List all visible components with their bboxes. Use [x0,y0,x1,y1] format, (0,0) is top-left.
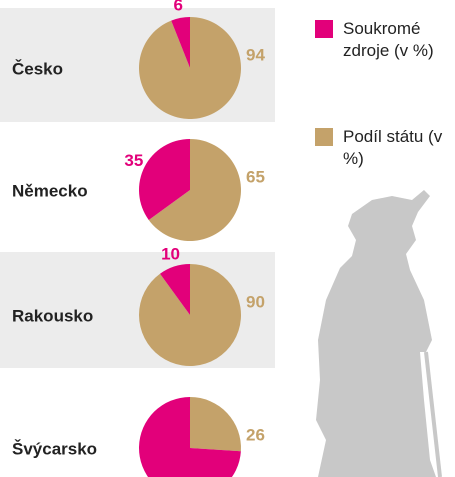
legend-item: Soukromé zdroje (v %) [315,18,445,62]
pie-slice [139,397,241,477]
category-label: Německo [12,181,88,200]
category-label: Česko [12,59,63,78]
pie-slice [160,264,190,315]
pie-slice [148,139,241,241]
legend-label: Podíl státu (v %) [343,127,443,168]
value-label: 6 [173,0,182,15]
category-label: Švýcarsko [12,439,97,458]
value-label: 65 [246,167,265,186]
category-label: Rakousko [12,306,93,325]
value-label: 90 [246,292,265,311]
pie-slice [190,397,241,452]
pie-slice [139,17,242,120]
pie-slice [139,264,242,366]
legend-swatch [315,20,333,38]
value-label: 35 [124,151,143,170]
cane [424,351,442,477]
legend-swatch [315,128,333,146]
value-label: 10 [161,245,180,264]
pie-slice [138,139,190,220]
pie-slice [171,17,190,68]
legend-item: Podíl státu (v %) [315,126,445,170]
value-label: 94 [246,45,265,64]
value-label: 26 [246,425,265,444]
legend-label: Soukromé zdroje (v %) [343,19,434,60]
silhouette [316,190,436,477]
